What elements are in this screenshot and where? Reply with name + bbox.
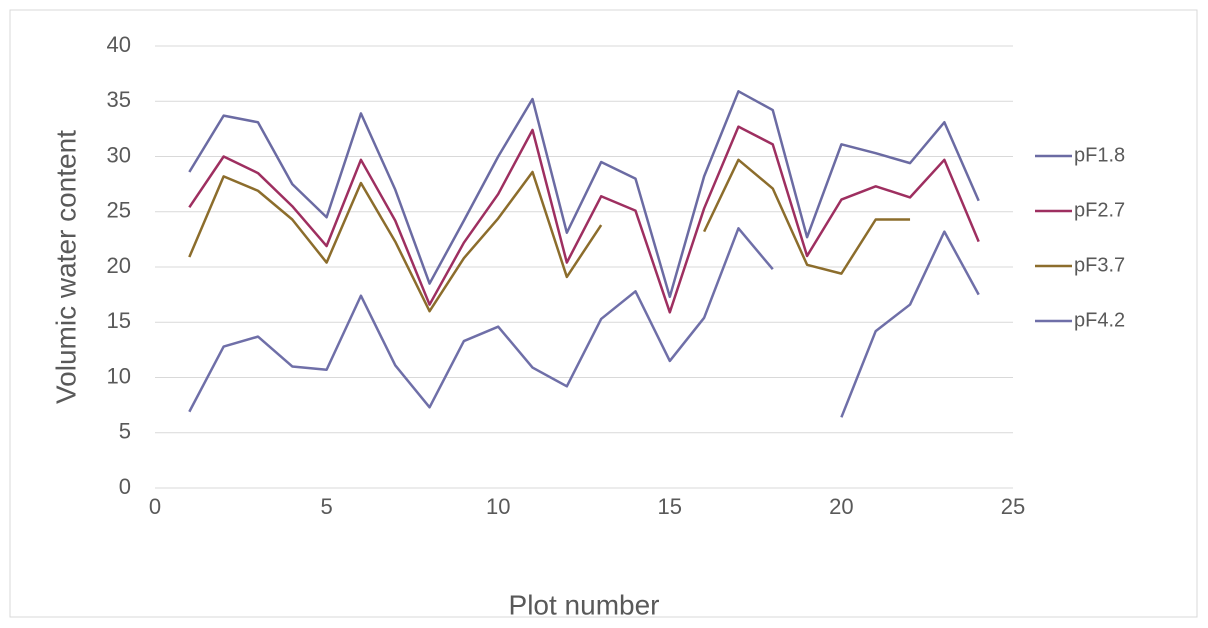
legend-label: pF2.7 (1074, 199, 1125, 221)
x-tick-label: 5 (320, 494, 332, 519)
series-line (188, 227, 980, 418)
y-tick-label: 35 (107, 87, 131, 112)
y-axis-title: Volumic water content (50, 130, 81, 404)
x-tick-label: 15 (658, 494, 682, 519)
series-line (188, 125, 980, 314)
legend-label: pF3.7 (1074, 254, 1125, 276)
y-tick-label: 25 (107, 198, 131, 223)
x-axis-title: Plot number (509, 589, 660, 620)
x-tick-label: 20 (829, 494, 853, 519)
x-tick-label: 10 (486, 494, 510, 519)
legend-label: pF1.8 (1074, 144, 1125, 166)
legend-label: pF4.2 (1074, 309, 1125, 331)
series-line (188, 158, 911, 313)
y-tick-label: 30 (107, 142, 131, 167)
x-tick-label: 0 (149, 494, 161, 519)
y-tick-label: 0 (119, 474, 131, 499)
y-tick-label: 5 (119, 419, 131, 444)
chart-border (9, 9, 1198, 618)
series-line (188, 90, 980, 299)
y-tick-label: 15 (107, 308, 131, 333)
y-tick-label: 40 (107, 32, 131, 57)
y-tick-label: 20 (107, 253, 131, 278)
y-tick-label: 10 (107, 363, 131, 388)
x-tick-label: 25 (1001, 494, 1025, 519)
